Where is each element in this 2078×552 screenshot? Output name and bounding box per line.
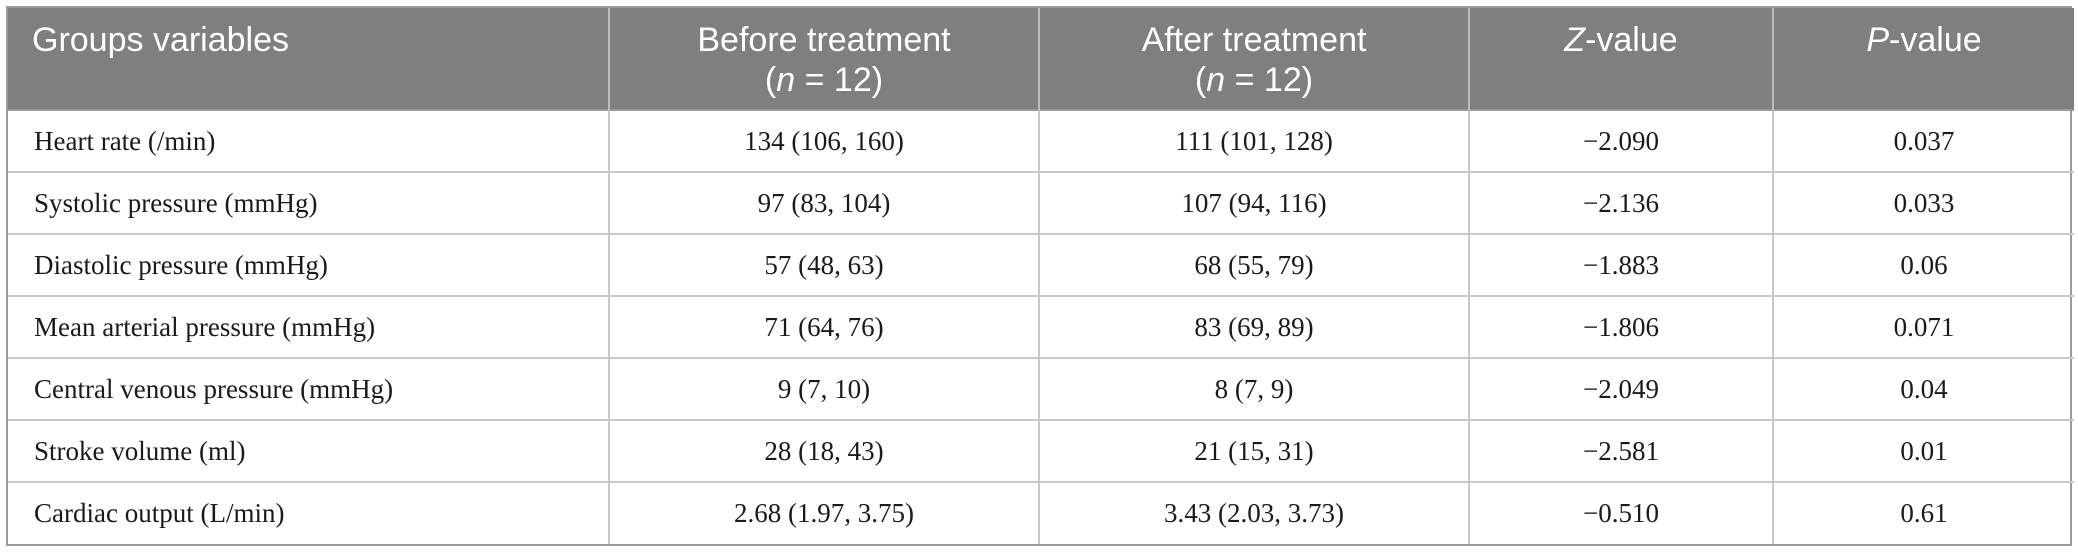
cell-before: 134 (106, 160) — [608, 109, 1039, 172]
table-body: Heart rate (/min) 134 (106, 160) 111 (10… — [8, 109, 2074, 544]
cell-after: 111 (101, 128) — [1038, 109, 1469, 172]
cell-before: 28 (18, 43) — [608, 419, 1039, 482]
header-row: Groups variables Before treatment (n = 1… — [8, 8, 2074, 110]
cell-z: −2.581 — [1468, 419, 1773, 482]
header-after-treatment: After treatment (n = 12) — [1038, 8, 1469, 110]
header-z-value: Z-value — [1468, 8, 1773, 110]
table-row: Stroke volume (ml) 28 (18, 43) 21 (15, 3… — [8, 419, 2074, 482]
header-after-n-open: ( — [1194, 61, 1207, 99]
cell-before: 2.68 (1.97, 3.75) — [608, 481, 1039, 544]
cell-p: 0.033 — [1772, 171, 2074, 234]
table-row: Heart rate (/min) 134 (106, 160) 111 (10… — [8, 109, 2074, 172]
cell-p: 0.071 — [1772, 295, 2074, 358]
cell-z: −1.806 — [1468, 295, 1773, 358]
cell-before: 57 (48, 63) — [608, 233, 1039, 296]
data-table: Groups variables Before treatment (n = 1… — [8, 8, 2074, 544]
cell-variable: Central venous pressure (mmHg) — [8, 357, 609, 420]
cell-p: 0.037 — [1772, 109, 2074, 172]
cell-before: 97 (83, 104) — [608, 171, 1039, 234]
cell-after: 8 (7, 9) — [1038, 357, 1469, 420]
cell-before: 9 (7, 10) — [608, 357, 1039, 420]
cell-z: −0.510 — [1468, 481, 1773, 544]
header-after-treatment-label: After treatment — [1141, 21, 1367, 59]
header-p-var: P — [1866, 21, 1890, 59]
table-row: Systolic pressure (mmHg) 97 (83, 104) 10… — [8, 171, 2074, 234]
header-before-treatment: Before treatment (n = 12) — [608, 8, 1039, 110]
cell-z: −2.090 — [1468, 109, 1773, 172]
header-before-treatment-label: Before treatment — [697, 21, 951, 59]
header-before-n-rest: = 12) — [795, 61, 884, 99]
cell-after: 83 (69, 89) — [1038, 295, 1469, 358]
header-z-rest: -value — [1585, 21, 1678, 59]
header-after-n-var: n — [1206, 61, 1226, 99]
cell-after: 68 (55, 79) — [1038, 233, 1469, 296]
cell-variable: Stroke volume (ml) — [8, 419, 609, 482]
cell-z: −2.136 — [1468, 171, 1773, 234]
header-before-n-var: n — [776, 61, 796, 99]
data-table-container: Groups variables Before treatment (n = 1… — [6, 6, 2074, 546]
header-z-var: Z — [1564, 21, 1586, 59]
header-p-rest: -value — [1889, 21, 1982, 59]
header-before-treatment-n: (n = 12) — [610, 60, 1038, 100]
header-groups-variables: Groups variables — [8, 8, 609, 110]
cell-variable: Systolic pressure (mmHg) — [8, 171, 609, 234]
cell-variable: Heart rate (/min) — [8, 109, 609, 172]
table-row: Mean arterial pressure (mmHg) 71 (64, 76… — [8, 295, 2074, 358]
cell-p: 0.06 — [1772, 233, 2074, 296]
header-after-treatment-n: (n = 12) — [1040, 60, 1468, 100]
table-row: Central venous pressure (mmHg) 9 (7, 10)… — [8, 357, 2074, 420]
cell-z: −2.049 — [1468, 357, 1773, 420]
cell-p: 0.01 — [1772, 419, 2074, 482]
cell-z: −1.883 — [1468, 233, 1773, 296]
cell-after: 3.43 (2.03, 3.73) — [1038, 481, 1469, 544]
cell-variable: Cardiac output (L/min) — [8, 481, 609, 544]
cell-before: 71 (64, 76) — [608, 295, 1039, 358]
header-after-n-rest: = 12) — [1225, 61, 1314, 99]
table-header: Groups variables Before treatment (n = 1… — [8, 8, 2074, 110]
cell-variable: Mean arterial pressure (mmHg) — [8, 295, 609, 358]
cell-variable: Diastolic pressure (mmHg) — [8, 233, 609, 296]
cell-p: 0.04 — [1772, 357, 2074, 420]
header-p-value: P-value — [1772, 8, 2074, 110]
cell-after: 107 (94, 116) — [1038, 171, 1469, 234]
table-row: Cardiac output (L/min) 2.68 (1.97, 3.75)… — [8, 481, 2074, 544]
cell-p: 0.61 — [1772, 481, 2074, 544]
cell-after: 21 (15, 31) — [1038, 419, 1469, 482]
header-before-n-open: ( — [764, 61, 777, 99]
table-row: Diastolic pressure (mmHg) 57 (48, 63) 68… — [8, 233, 2074, 296]
